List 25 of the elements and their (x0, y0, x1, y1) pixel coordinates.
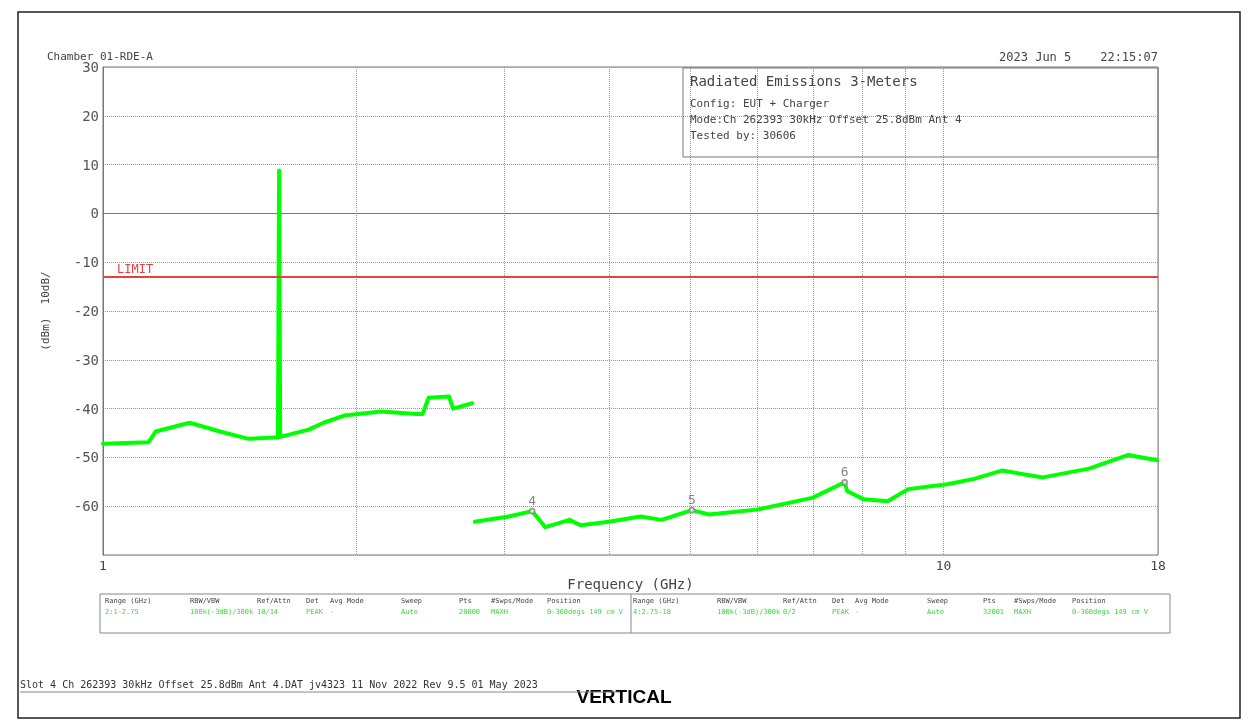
y-axis-title: (dBm) 10dB/ (39, 271, 52, 351)
annotation: 6 (840, 463, 849, 479)
annotation: 5 (688, 491, 696, 507)
y-tick-label: -40 (73, 400, 99, 417)
y-tick-label: -20 (73, 303, 99, 319)
y-tick-label: 0 (90, 205, 99, 222)
y-tick-label: 10 (82, 156, 99, 173)
x-tick-label: 1 (99, 558, 107, 573)
annotation: 4 (528, 492, 537, 508)
text: Slot 4 Ch 262393 30kHz Offset 25.8dBm Ant 4.DAT jv4323 11 Nov 2022 Rev 9.5 01 May 2023 (20, 678, 538, 690)
annotation: Tested by: 30606 (690, 129, 796, 142)
text: VERTICAL (576, 686, 672, 707)
y-tick-label: -50 (73, 449, 99, 466)
x-tick-label: 18 (1150, 558, 1166, 573)
ref-line-label: LIMIT (117, 261, 154, 276)
annotation: Mode:Ch 262393 30kHz Offset 25.8dBm Ant 4 (690, 113, 962, 126)
x-axis-title: Frequency (GHz) (567, 575, 694, 592)
x-tick-label: 10 (935, 558, 952, 573)
y-tick-label: 20 (82, 107, 99, 124)
y-tick-label: -10 (73, 254, 99, 271)
y-tick-label: -30 (73, 351, 99, 368)
chart-title: Radiated Emissions 3-Meters (690, 73, 918, 89)
text: 2023 Jun 5 22:15:07 (999, 50, 1158, 64)
annotation: Config: EUT + Charger (690, 97, 830, 110)
y-tick-label: -60 (73, 498, 99, 515)
